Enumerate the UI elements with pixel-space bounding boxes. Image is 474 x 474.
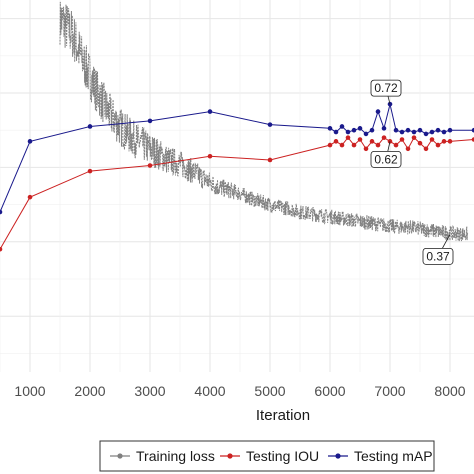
data-point-testing-iou bbox=[435, 142, 441, 148]
x-tick-label: 8000 bbox=[434, 383, 465, 399]
data-point-testing-map bbox=[447, 127, 453, 133]
data-point-testing-iou bbox=[363, 146, 369, 152]
data-point-testing-map bbox=[357, 126, 363, 131]
data-point-testing-map bbox=[423, 131, 429, 137]
data-point-testing-iou bbox=[0, 246, 3, 252]
grid-lines bbox=[0, 0, 474, 372]
annotation-label: 0.37 bbox=[426, 249, 450, 263]
data-point-testing-map bbox=[417, 127, 423, 133]
series-line-testing-map bbox=[0, 104, 474, 213]
data-point-testing-iou bbox=[345, 135, 351, 140]
data-point-testing-map bbox=[435, 127, 441, 133]
data-point-testing-iou bbox=[27, 194, 33, 200]
data-point-testing-iou bbox=[405, 146, 411, 152]
data-point-testing-iou bbox=[447, 139, 453, 144]
x-tick-label: 3000 bbox=[134, 383, 165, 399]
data-point-testing-iou bbox=[393, 142, 399, 148]
data-point-testing-iou bbox=[471, 137, 474, 142]
data-point-testing-map bbox=[441, 129, 447, 135]
legend-key-point bbox=[335, 453, 341, 459]
data-point-testing-iou bbox=[411, 135, 417, 140]
data-point-testing-map bbox=[339, 124, 345, 129]
legend-key-point bbox=[117, 453, 123, 459]
data-point-testing-map bbox=[429, 129, 435, 135]
data-point-testing-map bbox=[27, 139, 33, 144]
data-point-testing-iou bbox=[351, 142, 357, 148]
annotation-box bbox=[422, 247, 454, 265]
x-tick-labels: 1000 2000 3000 4000 5000 6000 7000 8000 bbox=[14, 383, 465, 399]
data-point-testing-iou bbox=[357, 137, 363, 142]
annotation-label: 0.72 bbox=[374, 81, 398, 95]
data-point-testing-iou bbox=[207, 153, 213, 159]
data-point-testing-map bbox=[0, 209, 3, 215]
x-tick-label: 7000 bbox=[374, 383, 405, 399]
x-tick-label: 2000 bbox=[74, 383, 105, 399]
annotations: 0.72 0.62 0.37 bbox=[370, 79, 454, 265]
x-tick-label: 6000 bbox=[314, 383, 345, 399]
data-point-testing-iou bbox=[369, 139, 375, 144]
data-point-testing-iou bbox=[381, 135, 387, 140]
legend-label: Training loss bbox=[136, 448, 215, 464]
annotation-box bbox=[370, 79, 402, 97]
data-point-testing-map bbox=[363, 131, 369, 137]
legend-label: Testing IOU bbox=[246, 448, 319, 464]
legend-key-point bbox=[227, 453, 233, 459]
x-tick-label: 1000 bbox=[14, 383, 45, 399]
data-point-testing-iou bbox=[375, 142, 381, 148]
data-point-testing-iou bbox=[87, 168, 93, 174]
data-point-testing-iou bbox=[399, 137, 405, 142]
data-point-testing-map bbox=[207, 109, 213, 114]
data-point-testing-iou bbox=[147, 163, 153, 168]
annotation-label: 0.62 bbox=[374, 152, 398, 166]
data-point-testing-iou bbox=[429, 137, 435, 142]
data-point-testing-map bbox=[399, 129, 405, 135]
data-point-testing-iou bbox=[333, 139, 339, 144]
legend: Training loss Testing IOU Testing mAP bbox=[99, 440, 435, 472]
data-point-testing-iou bbox=[267, 157, 273, 163]
data-point-testing-map bbox=[351, 127, 357, 133]
legend-label: Testing mAP bbox=[354, 448, 433, 464]
data-point-testing-map bbox=[267, 122, 273, 127]
data-point-testing-map bbox=[375, 109, 381, 114]
data-point-testing-map bbox=[327, 126, 333, 131]
x-tick-label: 4000 bbox=[194, 383, 225, 399]
data-point-testing-iou bbox=[339, 142, 345, 148]
data-point-testing-map bbox=[333, 129, 339, 135]
series-line-testing-iou bbox=[0, 136, 474, 250]
legend-box bbox=[99, 440, 435, 472]
data-point-testing-map bbox=[147, 118, 153, 124]
data-point-testing-map bbox=[369, 127, 375, 133]
data-point-testing-iou bbox=[417, 140, 423, 146]
data-point-testing-map bbox=[471, 127, 474, 133]
data-point-testing-map bbox=[405, 127, 411, 133]
data-point-testing-iou bbox=[423, 146, 429, 152]
series-line-training-loss bbox=[59, 1, 469, 242]
data-point-testing-iou bbox=[327, 142, 333, 148]
x-axis-title: Iteration bbox=[256, 407, 310, 424]
data-point-testing-map bbox=[345, 129, 351, 135]
data-point-testing-map bbox=[411, 129, 417, 135]
series-layer bbox=[0, 1, 474, 252]
x-tick-label: 5000 bbox=[254, 383, 285, 399]
data-point-testing-map bbox=[393, 127, 399, 133]
data-point-testing-map bbox=[381, 126, 387, 131]
data-point-testing-map bbox=[87, 124, 93, 129]
annotation-box bbox=[370, 150, 402, 168]
data-point-testing-iou bbox=[441, 139, 447, 144]
